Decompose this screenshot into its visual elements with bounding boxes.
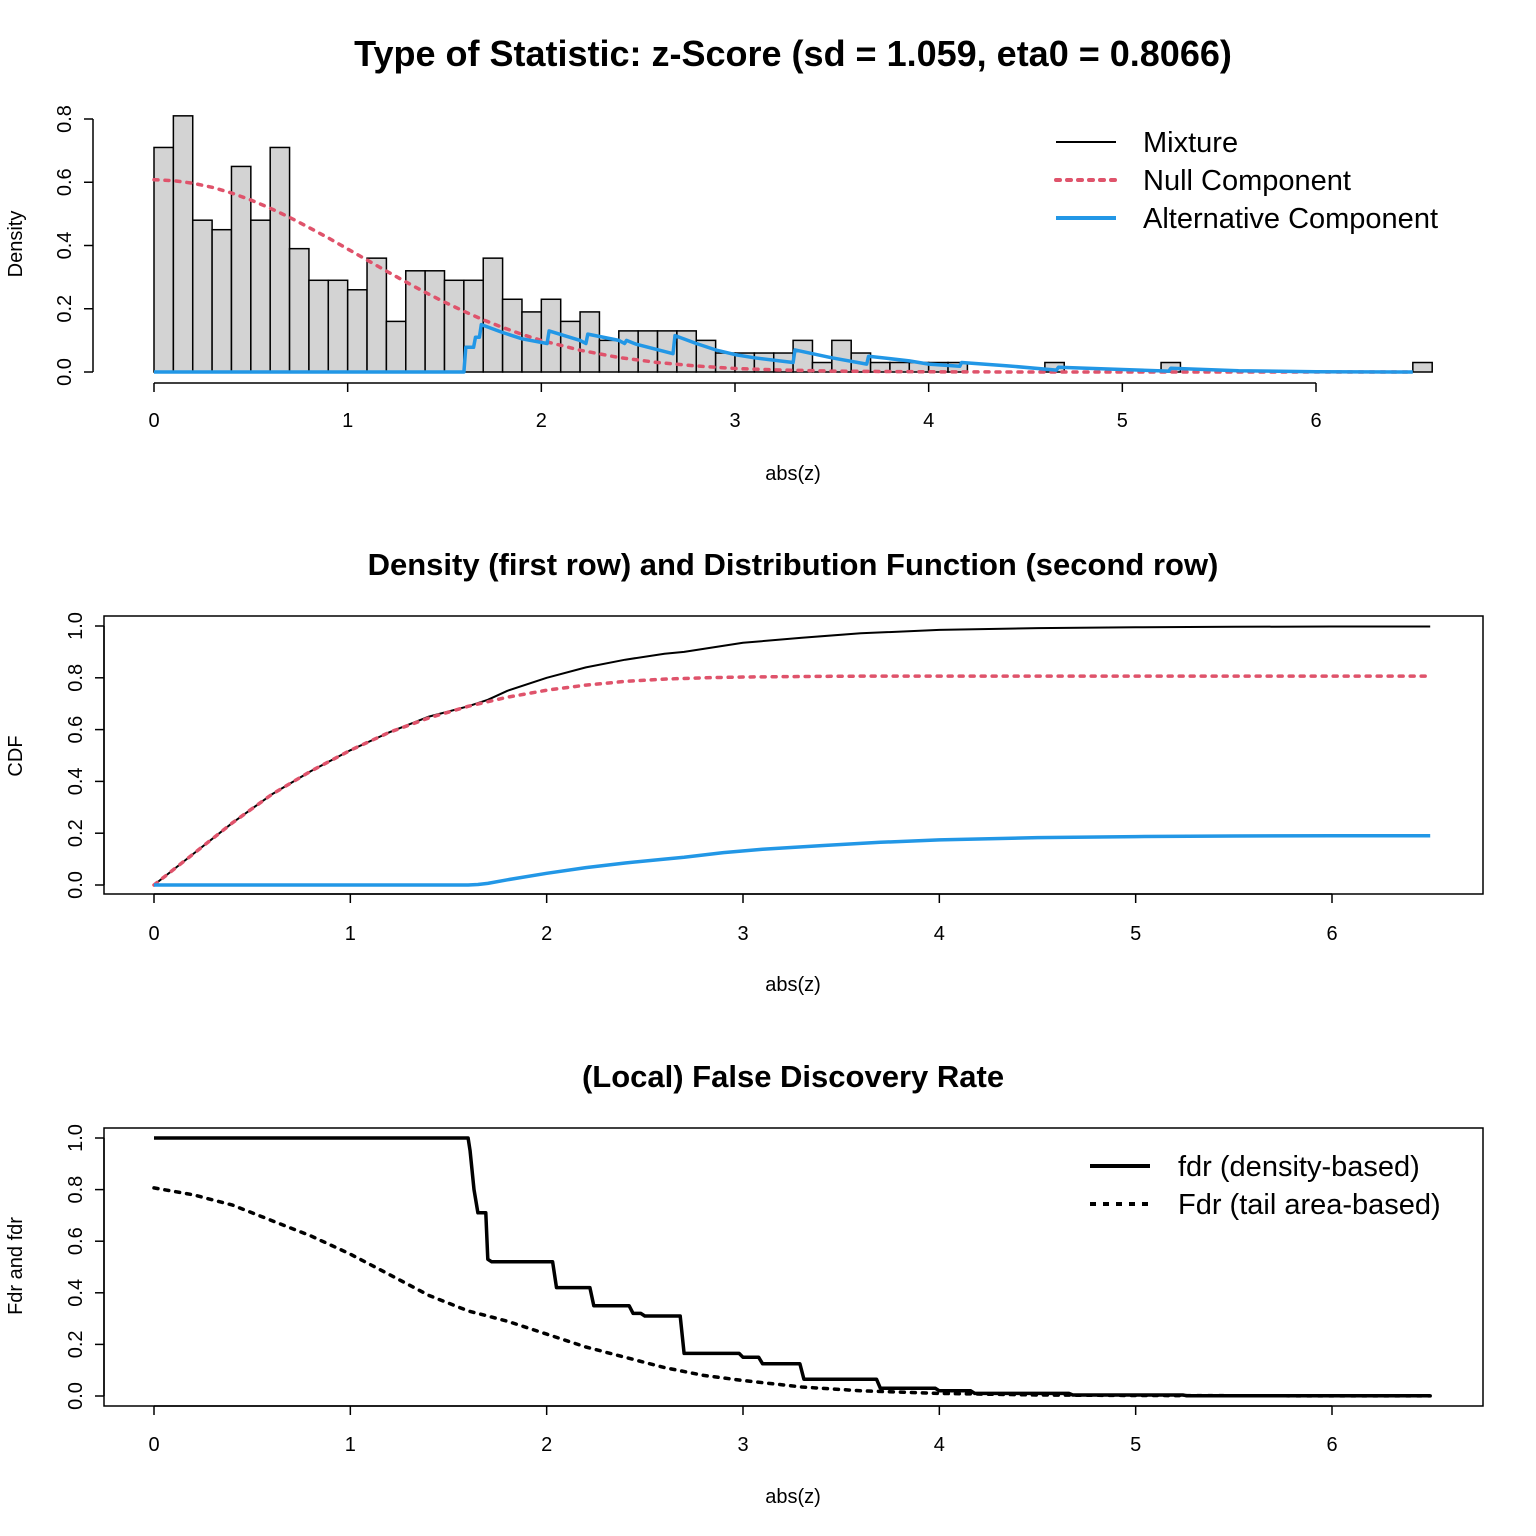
histogram-bar <box>424 270 446 373</box>
fdr-panel-axes: 0 1 2 3 4 5 6 0.0 0.2 0.4 0.6 0.8 1.0 <box>65 1124 1338 1456</box>
y-tick-label: 0.8 <box>65 1176 87 1204</box>
cdf-panel-y-axis-label: CDF <box>5 735 27 776</box>
y-tick-label: 0.0 <box>65 871 87 899</box>
histogram-bar <box>385 320 407 373</box>
x-tick-label: 6 <box>1310 410 1321 432</box>
y-tick-label: 0.0 <box>65 1382 87 1410</box>
density-panel-x-axis-label: abs(z) <box>765 463 821 485</box>
histogram-bar <box>308 279 330 373</box>
x-tick-label: 5 <box>1130 1434 1141 1456</box>
histogram-bar <box>346 289 368 373</box>
y-tick-label: 0.4 <box>54 232 76 260</box>
fdr-legend: fdr (density-based) Fdr (tail area-based… <box>1090 1151 1441 1221</box>
y-tick-label: 0.6 <box>54 168 76 196</box>
histogram-bar <box>269 146 291 373</box>
histogram-bar <box>831 339 852 373</box>
series-line-fdr-tail-area-based <box>152 1186 1432 1398</box>
x-tick-label: 0 <box>148 923 159 945</box>
x-tick-label: 0 <box>148 410 159 432</box>
y-tick-label: 1.0 <box>65 612 87 640</box>
histogram-bar <box>482 257 504 373</box>
density-panel-y-axis-label: Density <box>5 211 27 278</box>
y-tick-label: 0.2 <box>65 1330 87 1358</box>
density-curves <box>152 177 1415 374</box>
fdr-panel-x-axis-label: abs(z) <box>765 1486 821 1508</box>
histogram-bar <box>250 219 271 373</box>
x-tick-label: 5 <box>1130 923 1141 945</box>
cdf-panel-title: Density (first row) and Distribution Fun… <box>368 547 1219 582</box>
cdf-panel-axes: 0 1 2 3 4 5 6 0.0 0.2 0.4 0.6 0.8 1.0 <box>65 612 1338 945</box>
histogram-bar <box>288 247 310 373</box>
x-tick-label: 2 <box>541 923 552 945</box>
series-line-alternative-component <box>154 322 1413 374</box>
x-tick-label: 2 <box>541 1434 552 1456</box>
x-tick-label: 1 <box>342 410 353 432</box>
series-line-fdr-density-based <box>154 1136 1431 1398</box>
legend-label-alternative-component: Alternative Component <box>1143 203 1438 235</box>
y-tick-label: 0.4 <box>65 767 87 795</box>
x-tick-label: 4 <box>934 1434 945 1456</box>
x-tick-label: 6 <box>1326 1434 1337 1456</box>
x-tick-label: 4 <box>934 923 945 945</box>
y-tick-label: 1.0 <box>65 1124 87 1152</box>
histogram-bar <box>443 279 465 373</box>
histogram-bar <box>792 339 814 373</box>
legend-label-fdr-tail-area: Fdr (tail area-based) <box>1178 1189 1441 1221</box>
y-tick-label: 0.4 <box>65 1279 87 1307</box>
fdr-panel-title: (Local) False Discovery Rate <box>582 1059 1004 1094</box>
y-tick-label: 0.8 <box>65 664 87 692</box>
series-line-alternative-component <box>154 834 1431 887</box>
series-line-mixture <box>153 625 1431 886</box>
y-tick-label: 0.6 <box>65 1227 87 1255</box>
fdr-curves <box>152 1136 1432 1398</box>
x-tick-label: 3 <box>737 923 748 945</box>
x-tick-label: 1 <box>345 1434 356 1456</box>
cdf-panel-x-axis-label: abs(z) <box>765 974 821 996</box>
legend-label-fdr-density: fdr (density-based) <box>1178 1151 1420 1183</box>
x-tick-label: 3 <box>729 410 740 432</box>
histogram-bar <box>172 115 194 373</box>
histogram-bar <box>366 257 388 373</box>
density-legend: Mixture Null Component Alternative Compo… <box>1054 127 1438 235</box>
y-tick-label: 0.8 <box>54 105 76 133</box>
series-line-null-component <box>152 177 1415 374</box>
x-tick-label: 6 <box>1326 923 1337 945</box>
histogram-bar <box>327 279 349 373</box>
histogram-bar <box>191 219 213 373</box>
cdf-curves <box>152 625 1432 887</box>
y-tick-label: 0.2 <box>54 295 76 323</box>
legend-label-mixture: Mixture <box>1143 127 1238 159</box>
x-tick-label: 4 <box>923 410 934 432</box>
density-panel: Type of Statistic: z-Score (sd = 1.059, … <box>5 33 1438 485</box>
x-tick-label: 0 <box>148 1434 159 1456</box>
y-tick-label: 0.2 <box>65 819 87 847</box>
fdr-panel-y-axis-label: Fdr and fdr <box>5 1217 27 1315</box>
histogram-bar <box>540 298 562 373</box>
x-tick-label: 5 <box>1117 410 1128 432</box>
y-tick-label: 0.0 <box>54 358 76 386</box>
histogram-bar <box>618 330 639 373</box>
fdr-panel: (Local) False Discovery Rate abs(z) Fdr … <box>5 1059 1484 1508</box>
y-tick-label: 0.6 <box>65 716 87 744</box>
series-line-null-component <box>152 674 1432 887</box>
x-tick-label: 2 <box>536 410 547 432</box>
histogram-bars <box>153 115 1433 373</box>
histogram-bar <box>211 228 233 373</box>
histogram-bar <box>1412 361 1433 373</box>
x-tick-label: 1 <box>345 923 356 945</box>
cdf-panel: Density (first row) and Distribution Fun… <box>5 547 1484 996</box>
histogram-bar <box>637 330 659 373</box>
density-panel-axes: 0 1 2 3 4 5 6 0.0 0.2 0.4 0.6 0.8 <box>54 105 1322 432</box>
legend-label-null-component: Null Component <box>1143 165 1351 197</box>
density-panel-title: Type of Statistic: z-Score (sd = 1.059, … <box>354 33 1232 74</box>
x-tick-label: 3 <box>737 1434 748 1456</box>
